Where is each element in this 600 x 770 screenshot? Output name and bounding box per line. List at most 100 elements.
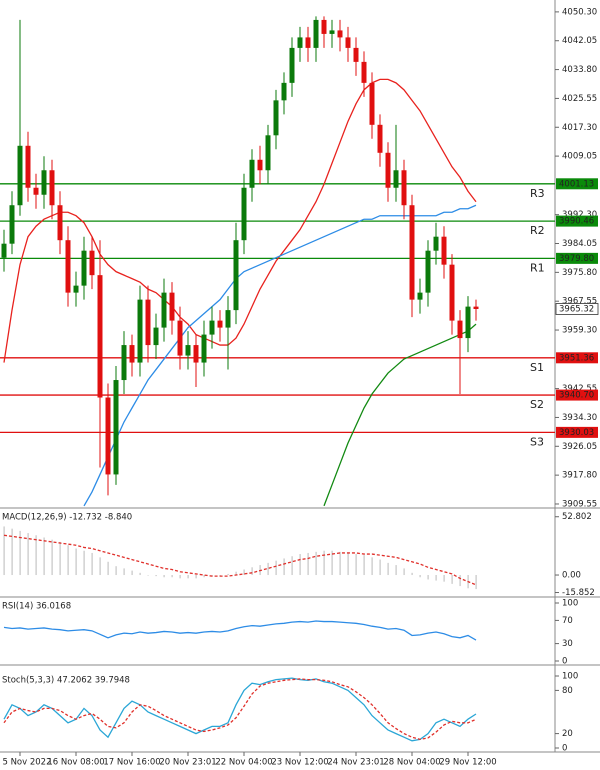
histogram-bar — [115, 566, 117, 576]
candle-body — [401, 170, 407, 206]
histogram-bar — [35, 535, 37, 576]
candle-body — [273, 100, 279, 136]
level-label: 3951.36 — [559, 353, 594, 363]
level-name: S2 — [530, 398, 544, 411]
y-tick-label: 3934.30 — [562, 413, 597, 423]
histogram-bar — [83, 550, 85, 576]
histogram-bar — [331, 550, 333, 576]
histogram-bar — [59, 541, 61, 576]
histogram-bar — [475, 575, 477, 590]
x-tick-label: 5 Nov 2022 — [2, 758, 51, 768]
histogram-bar — [187, 575, 189, 579]
level-label: 3930.03 — [559, 428, 594, 438]
candle-body — [17, 145, 23, 206]
candle-body — [297, 37, 303, 48]
candle-body — [321, 19, 327, 34]
x-tick-label: 29 Nov 12:00 — [439, 758, 496, 768]
level-label-box — [556, 426, 598, 438]
histogram-bar — [371, 557, 373, 576]
x-tick-label: 23 Nov 12:00 — [271, 758, 328, 768]
histogram-bar — [43, 537, 45, 576]
level-label-box — [556, 252, 598, 264]
histogram-bar — [395, 565, 397, 576]
candle-body — [257, 159, 263, 171]
candle-body — [265, 135, 271, 171]
signal-line — [3, 534, 477, 586]
histogram-bar — [243, 569, 245, 576]
histogram-bar — [299, 554, 301, 576]
y-tick-label: -15.852 — [562, 588, 595, 598]
histogram-bar — [251, 567, 253, 576]
histogram-bar — [427, 575, 429, 580]
candle-body — [49, 170, 55, 206]
candle-body — [425, 250, 431, 293]
candle-body — [217, 320, 223, 328]
histogram-bar — [179, 575, 181, 579]
histogram-bar — [459, 575, 461, 587]
y-tick-label: 4050.30 — [562, 7, 597, 17]
candle-body — [249, 159, 255, 188]
candle-body — [145, 299, 151, 346]
x-tick-label: 24 Nov 23:01 — [327, 758, 384, 768]
histogram-bar — [227, 573, 229, 576]
histogram-bar — [315, 551, 317, 576]
y-tick-label: 3959.30 — [562, 326, 597, 336]
y-tick-label: 52.802 — [562, 512, 592, 522]
indicator-title: RSI(14) 36.0168 — [2, 602, 71, 612]
candle-body — [369, 82, 375, 125]
level-label: 3940.70 — [559, 391, 594, 401]
y-tick-label: 4033.80 — [562, 65, 597, 75]
candle-body — [193, 345, 199, 363]
y-tick-label: 4025.55 — [562, 94, 597, 104]
histogram-bar — [99, 557, 101, 576]
y-tick-label: 100 — [562, 672, 578, 682]
level-label-box — [556, 352, 598, 364]
histogram-bar — [203, 575, 205, 578]
candle-body — [337, 30, 343, 38]
histogram-bar — [107, 561, 109, 576]
histogram-bar — [19, 530, 21, 576]
y-tick-label: 30 — [562, 639, 573, 649]
y-tick-label: 70 — [562, 616, 573, 626]
candle-body — [305, 37, 311, 48]
y-tick-label: 3942.55 — [562, 384, 597, 394]
candle-body — [65, 240, 71, 293]
histogram-bar — [75, 548, 77, 576]
histogram-bar — [403, 568, 405, 576]
candle-body — [1, 243, 7, 258]
candle-body — [57, 205, 63, 241]
y-tick-label: 3926.05 — [562, 442, 597, 452]
histogram-bar — [307, 552, 309, 576]
candle-body — [25, 145, 31, 188]
histogram-bar — [451, 575, 453, 584]
candle-body — [129, 345, 135, 363]
y-tick-label: 4009.05 — [562, 152, 597, 162]
y-tick-label: 0.00 — [562, 571, 581, 581]
candle-body — [137, 299, 143, 363]
level-label-box — [556, 215, 598, 227]
level-label: 3979.80 — [559, 254, 594, 264]
candle-body — [313, 19, 319, 48]
moving-average — [3, 78, 477, 363]
indicator-title: MACD(12,26,9) -12.732 -8.840 — [2, 513, 132, 523]
last-price-label: 3965.32 — [559, 304, 594, 314]
candle-body — [449, 264, 455, 321]
candle-body — [417, 292, 423, 300]
histogram-bar — [291, 556, 293, 576]
level-name: R3 — [530, 187, 545, 200]
histogram-bar — [379, 559, 381, 576]
histogram-bar — [195, 575, 197, 579]
level-label: 4001.13 — [559, 179, 594, 189]
candle-body — [361, 61, 367, 83]
histogram-bar — [155, 575, 157, 577]
histogram-bar — [171, 575, 173, 578]
histogram-bar — [11, 528, 13, 576]
histogram-bar — [387, 562, 389, 576]
histogram-bar — [267, 562, 269, 576]
histogram-bar — [123, 568, 125, 576]
candle-body — [473, 306, 479, 309]
indicator-line — [3, 620, 477, 641]
level-name: S3 — [530, 435, 544, 448]
